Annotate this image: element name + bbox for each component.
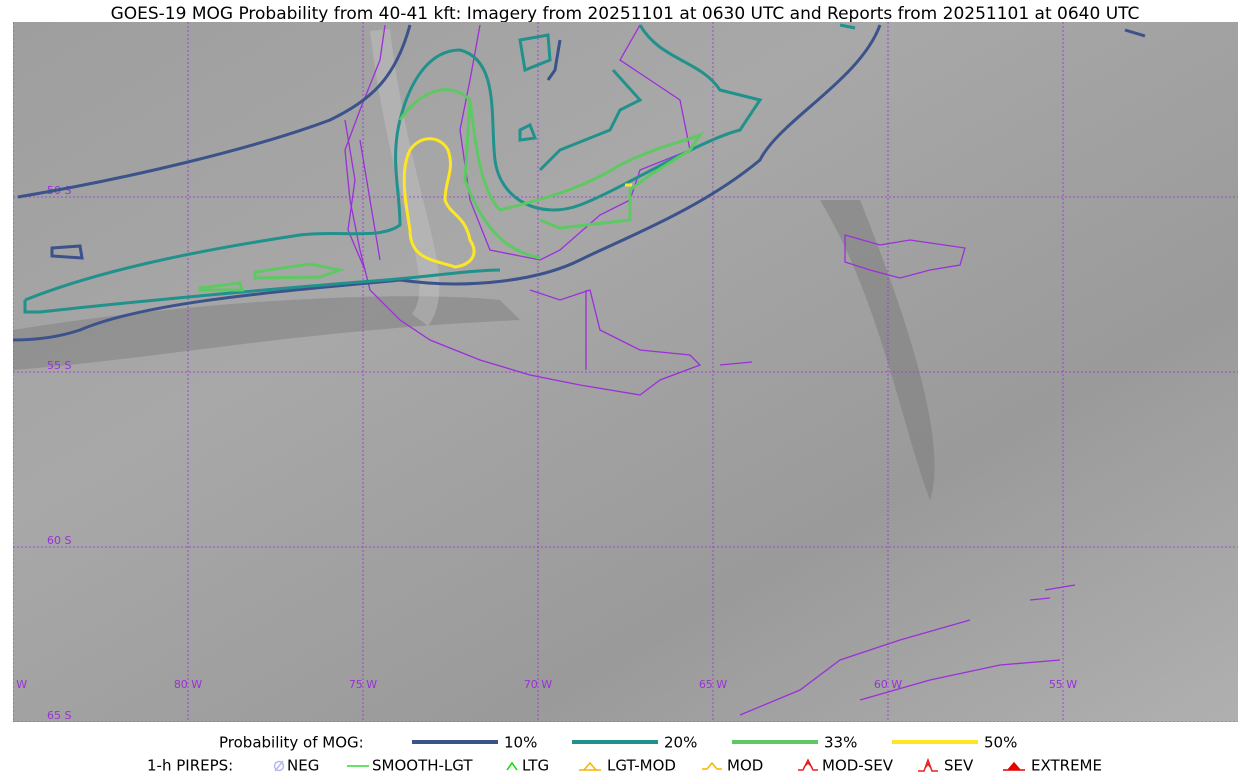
contour-33: [198, 88, 705, 292]
lat-label: 55 S: [47, 359, 71, 372]
legend-label: LTG: [522, 757, 549, 775]
bright-cloud: [370, 28, 440, 326]
pirep-icon: [798, 758, 818, 771]
pirep-icon: [918, 757, 938, 772]
legend-label: MOD: [727, 757, 763, 775]
pirep-icon: [702, 761, 722, 770]
coastlines: [344, 24, 1076, 716]
lon-label: 55 W: [1049, 678, 1077, 691]
mog-contours: [13, 23, 1146, 342]
lon-label: 70 W: [524, 678, 552, 691]
legend-label: 20%: [664, 734, 697, 752]
legend-label: MOD-SEV: [822, 757, 894, 775]
contour-20: [23, 23, 856, 314]
legend-label: 50%: [984, 734, 1017, 752]
pirep-icon: [579, 761, 601, 771]
lon-label: 85 W: [0, 678, 27, 691]
pirep-icon: [273, 760, 285, 772]
legend-label: 10%: [504, 734, 537, 752]
legend-label: EXTREME: [1031, 757, 1102, 775]
graticule: 50 S55 S60 S65 S85 W 80 W 75 W 70 W 65 W 60 W…: [0, 22, 1238, 722]
legend-title: Probability of MOG:: [219, 734, 364, 752]
legend: Probability of MOG: 10% 20% 33% 50% 1-h PIREP…: [147, 734, 1102, 775]
contour-10: [13, 24, 1146, 342]
legend-label: NEG: [287, 757, 319, 775]
lon-label: 65 W: [699, 678, 727, 691]
map-title: GOES-19 MOG Probability from 40-41 kft: …: [111, 4, 1140, 24]
pirep-icon: [506, 761, 518, 771]
legend-label: SEV: [944, 757, 974, 775]
map: 50 S55 S60 S65 S85 W 80 W 75 W 70 W 65 W 60 W…: [0, 22, 1238, 722]
dark-band: [13, 296, 520, 370]
legend-label: SMOOTH-LGT: [372, 757, 473, 775]
legend-title: 1-h PIREPS:: [147, 757, 233, 775]
legend-label: 33%: [824, 734, 857, 752]
pirep-icon: [1003, 761, 1025, 771]
lon-label: 80 W: [174, 678, 202, 691]
pirep-icon: [274, 760, 284, 772]
legend-label: LGT-MOD: [607, 757, 676, 775]
lon-label: 60 W: [874, 678, 902, 691]
lat-label: 60 S: [47, 534, 71, 547]
lat-label: 65 S: [47, 709, 71, 722]
contour-50: [402, 137, 632, 269]
dark-band: [820, 200, 935, 500]
lon-label: 75 W: [349, 678, 377, 691]
